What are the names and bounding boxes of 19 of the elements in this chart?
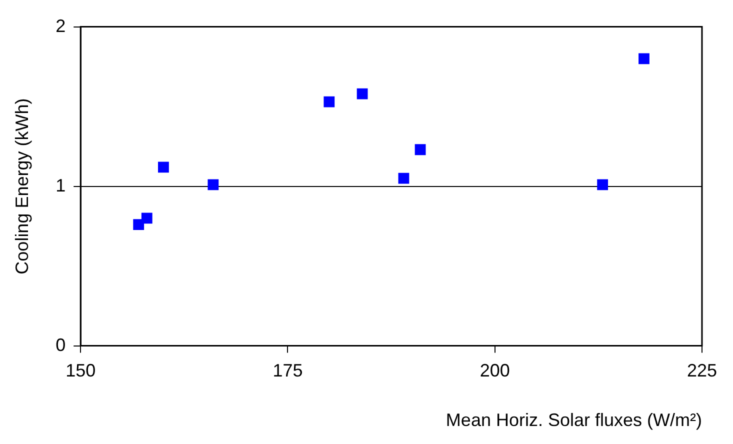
- point: [324, 96, 335, 108]
- x-tick-label: 200: [480, 360, 510, 381]
- point: [414, 144, 426, 156]
- x-tick-label: 175: [272, 360, 303, 381]
- y-tick-label: 1: [56, 175, 66, 196]
- point: [597, 179, 608, 190]
- y-tick-label: 2: [56, 16, 66, 36]
- y-axis-title: Cooling Energy (kWh): [12, 98, 32, 274]
- x-axis-title: Mean Horiz. Solar fluxes (W/m²): [446, 410, 702, 430]
- point: [356, 88, 368, 100]
- point: [133, 219, 144, 230]
- x-tick-label: 150: [66, 360, 96, 381]
- y-tick-label: 0: [56, 334, 66, 355]
- point: [208, 179, 219, 190]
- point: [398, 172, 410, 184]
- point: [158, 162, 169, 173]
- x-tick-label: 225: [686, 360, 718, 381]
- point: [141, 212, 152, 224]
- point: [638, 53, 650, 64]
